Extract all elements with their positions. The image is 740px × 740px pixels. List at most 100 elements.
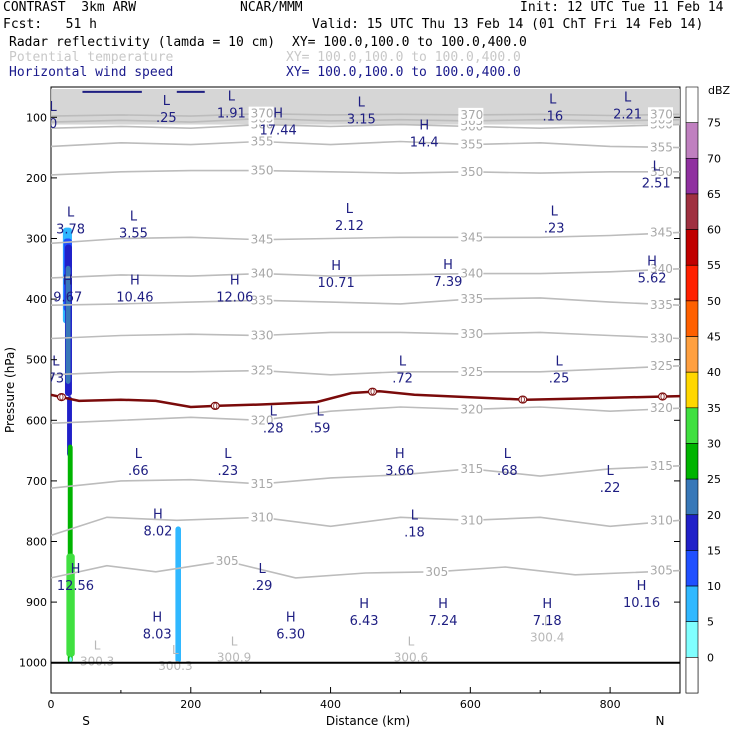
zero-contour-label: 0 — [660, 392, 665, 401]
wind-extremum-type: L — [67, 206, 75, 221]
theta-label-bg — [458, 137, 484, 151]
theta-extremum-value: 300.9 — [217, 650, 251, 664]
theta-label-bg — [648, 358, 673, 372]
wind-extremum-type: L — [399, 355, 407, 370]
reflectivity-cell — [65, 265, 71, 384]
theta-contour-label: 310 — [251, 510, 274, 524]
wind-extremum-type: H — [359, 597, 369, 612]
theta-contour-label: 305 — [650, 564, 673, 578]
theta-contour-label: 325 — [650, 359, 673, 373]
colorbar-label: 70 — [707, 152, 721, 165]
x-tick-label: 0 — [48, 698, 55, 711]
theta-label-bg — [458, 292, 484, 306]
theta-contour-label: 370 — [650, 107, 673, 121]
theta-label-bg — [248, 106, 274, 120]
wind-extremum-type: H — [542, 597, 552, 612]
wind-extremum-type: L — [504, 447, 512, 462]
theta-contour-label: 340 — [650, 262, 673, 276]
wind-extremum-type: H — [152, 610, 162, 625]
wind-extremum-type: L — [163, 94, 171, 109]
colorbar-unit: dBZ — [708, 84, 731, 97]
theta-contour-365 — [51, 117, 680, 123]
theta-contour-label: 320 — [460, 402, 483, 416]
wind-extremum-type: L — [606, 464, 614, 479]
x-tick-label: 800 — [600, 698, 621, 711]
zero-contour-label: 0 — [59, 393, 64, 402]
field3-xy: XY= 100.0,100.0 to 100.0,400.0 — [286, 65, 521, 80]
theta-contour-label: 370 — [460, 108, 483, 122]
colorbar-label: 60 — [707, 224, 721, 237]
theta-contour-label: 315 — [650, 459, 673, 473]
theta-label-bg — [248, 266, 274, 280]
theta-contour-340 — [51, 268, 680, 279]
wind-extremum-type: H — [130, 274, 140, 289]
wind-extremum-value: .18 — [404, 526, 425, 541]
wind-extremum-type: H — [419, 118, 429, 133]
theta-contour-label: 355 — [251, 135, 274, 149]
plot-frame — [50, 86, 681, 694]
wind-extremum-value: .22 — [600, 481, 621, 496]
field3-name: Horizontal wind speed — [9, 65, 174, 80]
x-end-label-south: S — [82, 714, 90, 728]
zero-contour-label: 0 — [370, 388, 375, 397]
wind-extremum-value: .28 — [263, 421, 284, 436]
zero-contour-mark — [518, 395, 528, 404]
x-tick-label: 200 — [180, 698, 201, 711]
wind-extremum-type: L — [549, 92, 557, 107]
field2-xy: XY= 100.0,100.0 to 100.0,400.0 — [286, 50, 521, 65]
theta-contour-label: 335 — [251, 293, 274, 307]
colorbar-label: 20 — [707, 509, 721, 522]
wind-extremum-value: .23 — [217, 464, 238, 479]
colorbar-swatch — [685, 86, 699, 123]
theta-dense-band — [51, 89, 680, 125]
wind-extremum-value: 5.62 — [638, 272, 667, 287]
wind-extremum-value: 6.43 — [350, 614, 379, 629]
wind-extremum-type: L — [130, 209, 138, 224]
colorbar-swatch — [685, 264, 699, 302]
colorbar-swatch — [685, 514, 699, 551]
colorbar-swatch — [685, 657, 699, 694]
wind-extremum-type: L — [316, 404, 324, 419]
wind-extremum-value: 3.66 — [385, 464, 414, 479]
colorbar-swatch — [685, 478, 699, 516]
colorbar-swatch — [685, 407, 699, 444]
wind-extremum-value: 3.55 — [119, 226, 148, 241]
reflectivity-cell — [67, 396, 72, 457]
field1-xy: XY= 100.0,100.0 to 100.0,400.0 — [292, 35, 527, 50]
wind-extremum-type: H — [443, 258, 453, 273]
wind-extremum-type: H — [395, 447, 405, 462]
wind-extremum-value: 1.91 — [217, 106, 246, 121]
theta-label-bg — [648, 107, 673, 121]
wind-extremum-type: L — [270, 404, 278, 419]
theta-label-bg — [648, 261, 673, 275]
theta-extremum-value: 300.3 — [158, 659, 192, 673]
theta-label-bg — [248, 476, 274, 490]
zero-contour-mark — [56, 393, 67, 402]
theta-label-bg — [458, 327, 484, 341]
theta-contour-label: 330 — [650, 331, 673, 345]
y-tick-label: 800 — [26, 536, 47, 549]
theta-contour-330 — [51, 331, 680, 340]
colorbar-swatch — [685, 336, 699, 373]
wind-extremum-type: L — [346, 202, 354, 217]
colorbar-label: 10 — [707, 580, 721, 593]
theta-contour-label: 315 — [251, 477, 274, 491]
wind-extremum-value: 14.4 — [410, 135, 439, 150]
wind-extremum-value: .72 — [392, 372, 413, 387]
reflectivity-cell — [69, 656, 72, 663]
theta-label-bg — [248, 328, 274, 342]
wind-extremum-type: L — [258, 562, 266, 577]
field2-name: Potential temperature — [9, 50, 174, 65]
wind-extremum-value: .59 — [310, 421, 331, 436]
theta-label-bg — [458, 461, 484, 475]
theta-contour-label: 370 — [251, 107, 274, 121]
wind-extremum-value: 9.67 — [53, 291, 82, 306]
theta-contour-310 — [51, 516, 680, 537]
x-tick-label: 600 — [460, 698, 481, 711]
theta-contour-370 — [51, 112, 680, 117]
colorbar-label: 5 — [707, 616, 714, 629]
theta-extremum-type: L — [94, 639, 101, 653]
wind-extremum-type: H — [71, 562, 81, 577]
theta-extremum-type: L — [544, 614, 551, 628]
theta-contour-label: 305 — [425, 565, 448, 579]
